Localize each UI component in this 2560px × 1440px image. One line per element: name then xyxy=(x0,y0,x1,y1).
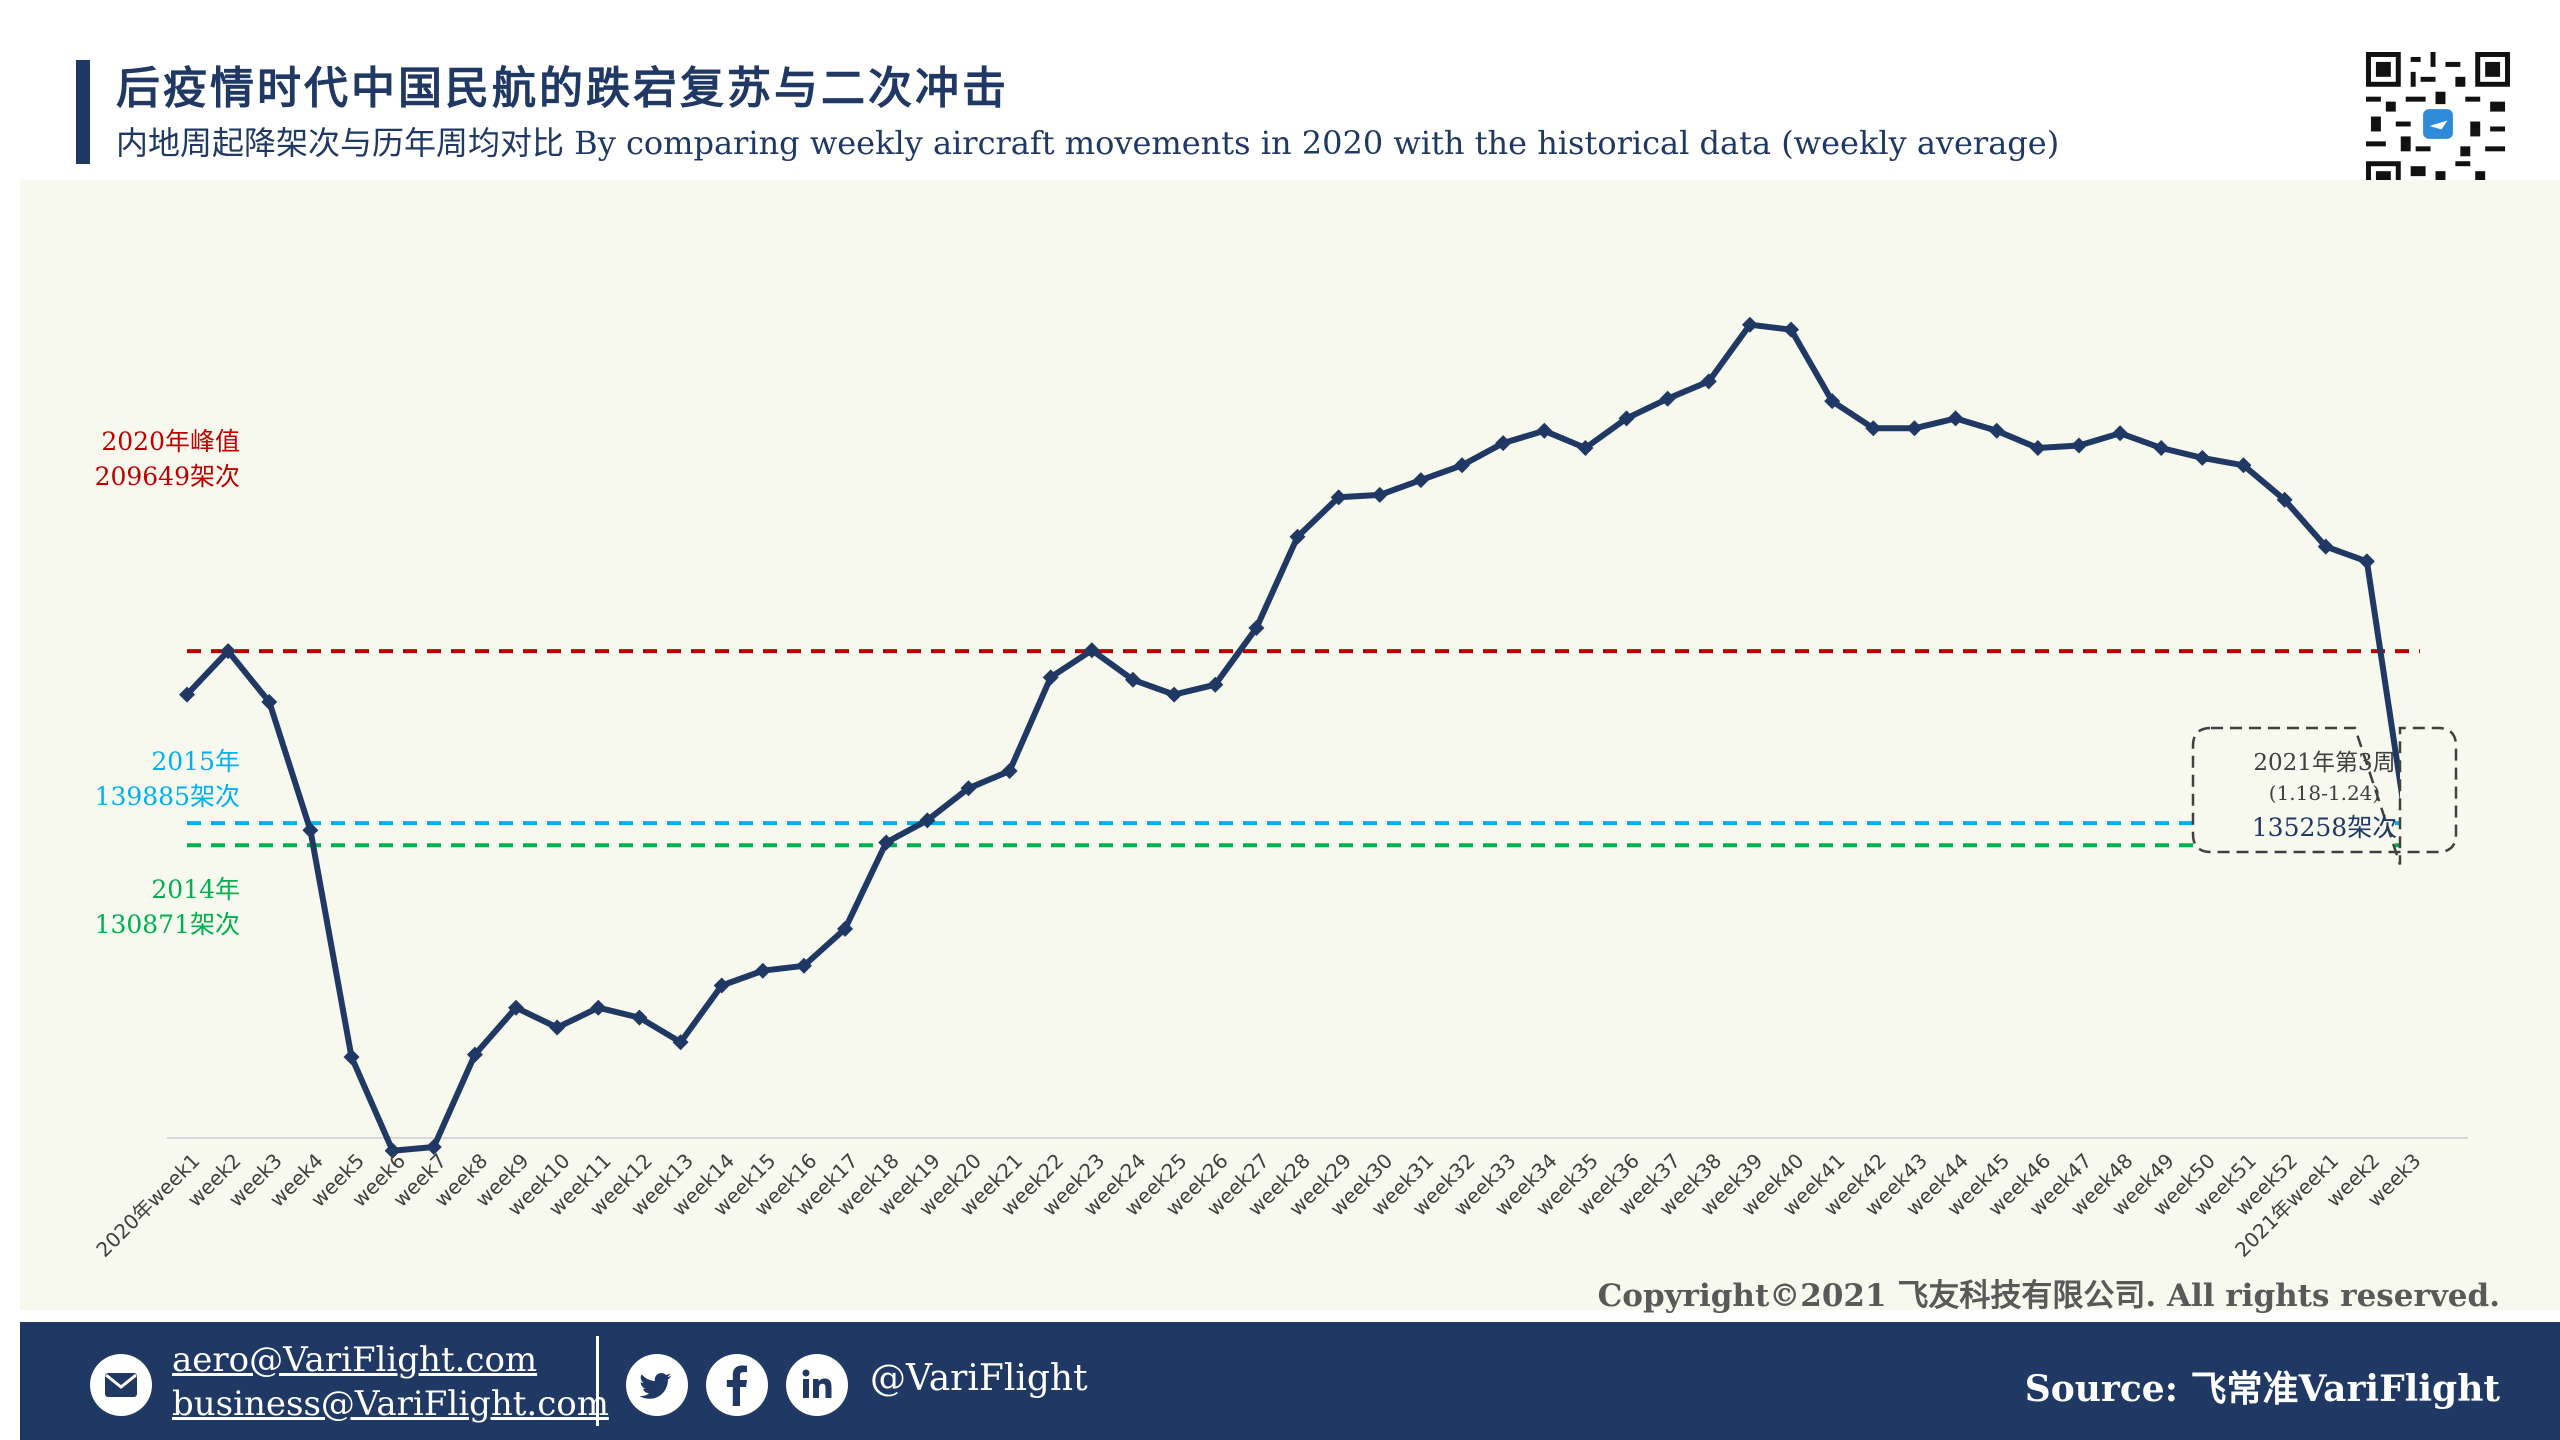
data-point-14 xyxy=(754,962,771,979)
data-point-45 xyxy=(2029,440,2046,457)
data-point-12 xyxy=(672,1034,689,1051)
data-point-44 xyxy=(1988,422,2005,439)
data-point-13 xyxy=(713,977,730,994)
data-point-40 xyxy=(1824,393,1841,410)
email-link-business[interactable]: business@VariFlight.com xyxy=(172,1384,609,1424)
data-point-4 xyxy=(343,1049,360,1066)
data-point-24 xyxy=(1166,686,1183,703)
data-point-1 xyxy=(220,643,237,660)
data-point-21 xyxy=(1042,669,1059,686)
data-point-27 xyxy=(1289,528,1306,545)
data-source: Source: 飞常准VariFlight xyxy=(2024,1368,2500,1410)
copyright-notice: Copyright©2021 飞友科技有限公司. All rights rese… xyxy=(1597,1278,2500,1314)
page-title: 后疫情时代中国民航的跌宕复苏与二次冲击 xyxy=(116,63,1009,114)
data-point-30 xyxy=(1412,472,1429,489)
callout-line-1: 2021年第3周 xyxy=(2253,750,2395,776)
data-point-53 xyxy=(2358,553,2375,570)
facebook-icon[interactable] xyxy=(706,1354,768,1416)
qr-code xyxy=(2366,52,2510,196)
reference-label-value-1: 139885架次 xyxy=(95,782,240,811)
title-accent-bar xyxy=(76,60,90,164)
reference-label-value-2: 130871架次 xyxy=(95,910,240,939)
social-handle[interactable]: @VariFlight xyxy=(870,1358,1088,1399)
callout-line-3: 135258架次 xyxy=(2252,813,2397,842)
data-point-0 xyxy=(179,686,195,703)
data-point-26 xyxy=(1248,620,1265,637)
data-point-36 xyxy=(1659,390,1676,407)
data-point-5 xyxy=(384,1142,401,1159)
data-point-38 xyxy=(1741,316,1758,333)
data-point-42 xyxy=(1906,420,1923,437)
data-point-49 xyxy=(2194,449,2211,466)
reference-label-value-0: 209649架次 xyxy=(95,462,240,491)
data-point-23 xyxy=(1124,671,1141,688)
data-point-34 xyxy=(1577,440,1594,457)
data-point-35 xyxy=(1618,410,1635,427)
x-tick-label-0: 2020年week1 xyxy=(91,1149,204,1262)
data-point-29 xyxy=(1371,486,1388,503)
data-point-51 xyxy=(2276,491,2293,508)
page-subtitle: 内地周起降架次与历年周均对比 By comparing weekly aircr… xyxy=(116,124,2060,162)
footer-divider xyxy=(596,1336,599,1426)
callout-line-2: (1.18-1.24) xyxy=(2269,781,2380,805)
reference-label-year-0: 2020年峰值 xyxy=(101,427,240,456)
data-point-48 xyxy=(2153,440,2170,457)
data-point-9 xyxy=(549,1019,566,1036)
twitter-icon[interactable] xyxy=(626,1354,688,1416)
data-point-18 xyxy=(919,812,936,829)
data-point-16 xyxy=(837,920,854,937)
data-point-43 xyxy=(1947,410,1964,427)
data-point-11 xyxy=(631,1009,648,1026)
data-point-17 xyxy=(878,834,895,851)
data-point-6 xyxy=(425,1139,442,1156)
data-point-37 xyxy=(1700,373,1717,390)
mail-icon[interactable] xyxy=(90,1354,152,1416)
contact-emails: aero@VariFlight.com business@VariFlight.… xyxy=(172,1338,609,1426)
linkedin-icon[interactable] xyxy=(786,1354,848,1416)
data-point-8 xyxy=(508,999,525,1016)
reference-label-year-1: 2015年 xyxy=(151,747,240,776)
footer-bar: aero@VariFlight.com business@VariFlight.… xyxy=(20,1322,2560,1440)
line-chart: 2020年峰值 209649架次 2015年 139885架次 2014年 130871架… xyxy=(91,316,2468,1262)
data-point-22 xyxy=(1083,642,1100,659)
data-point-20 xyxy=(1001,763,1018,780)
data-point-2 xyxy=(261,693,278,710)
data-point-39 xyxy=(1783,321,1800,338)
reference-label-year-2: 2014年 xyxy=(151,875,240,904)
data-point-32 xyxy=(1495,435,1512,452)
data-point-10 xyxy=(590,999,607,1016)
data-point-47 xyxy=(2112,425,2129,442)
data-point-28 xyxy=(1330,489,1347,506)
email-link-aero[interactable]: aero@VariFlight.com xyxy=(172,1340,538,1380)
data-point-41 xyxy=(1865,420,1882,437)
data-point-7 xyxy=(466,1046,483,1063)
data-point-33 xyxy=(1536,422,1553,439)
chart-panel: 2020年峰值 209649架次 2015年 139885架次 2014年 130871架… xyxy=(20,180,2560,1310)
data-point-52 xyxy=(2317,538,2334,555)
callout-box xyxy=(2191,726,2458,865)
data-point-19 xyxy=(960,780,977,797)
data-point-31 xyxy=(1454,457,1471,474)
data-point-15 xyxy=(795,957,812,974)
data-point-46 xyxy=(2070,437,2087,454)
data-point-25 xyxy=(1207,676,1224,693)
data-point-50 xyxy=(2235,457,2252,474)
data-point-3 xyxy=(302,822,319,839)
